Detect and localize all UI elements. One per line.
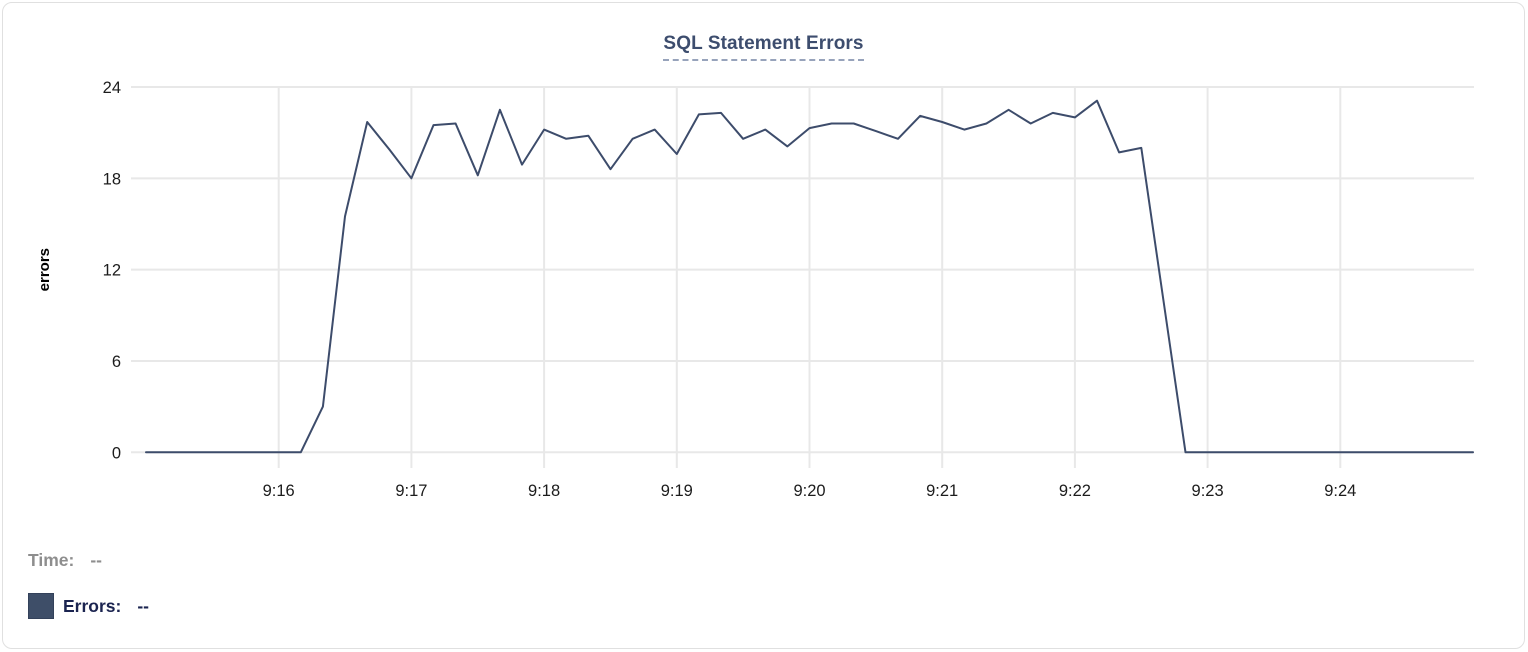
y-tick-label: 6 <box>112 353 121 371</box>
x-tick-label: 9:16 <box>263 482 295 500</box>
tooltip-time-value: -- <box>90 549 103 570</box>
legend-errors-label: Errors: <box>63 595 122 616</box>
x-tick-label: 9:18 <box>528 482 560 500</box>
errors-line-series <box>145 99 1474 454</box>
y-tick-label: 18 <box>103 170 121 188</box>
x-tick-label: 9:20 <box>793 482 825 500</box>
y-tick-label: 12 <box>103 262 121 280</box>
x-tick-label: 9:23 <box>1192 482 1224 500</box>
errors-chart-svg[interactable]: 0 6 12 18 24 9:16 9:17 9:18 9:19 9:20 9:21 9:22 9:23… <box>3 3 1528 515</box>
x-tick-label: 9:21 <box>926 482 958 500</box>
chart-legend: Time: -- Errors: -- <box>28 547 149 619</box>
x-tick-label: 9:24 <box>1324 482 1356 500</box>
y-tick-label: 24 <box>103 79 121 97</box>
errors-series-swatch-icon <box>28 593 54 619</box>
legend-errors-value: -- <box>137 595 150 616</box>
tooltip-time-label: Time: <box>28 549 75 570</box>
x-tick-label: 9:22 <box>1059 482 1091 500</box>
x-tick-label: 9:17 <box>395 482 427 500</box>
y-tick-label: 0 <box>112 444 121 462</box>
tooltip-time-row: Time: -- <box>28 547 149 573</box>
chart-header: SQL Statement Errors <box>3 33 1524 61</box>
x-tick-label: 9:19 <box>661 482 693 500</box>
chart-title[interactable]: SQL Statement Errors <box>663 33 864 61</box>
legend-errors-row[interactable]: Errors: -- <box>28 593 149 619</box>
y-axis-title: errors <box>36 248 53 291</box>
